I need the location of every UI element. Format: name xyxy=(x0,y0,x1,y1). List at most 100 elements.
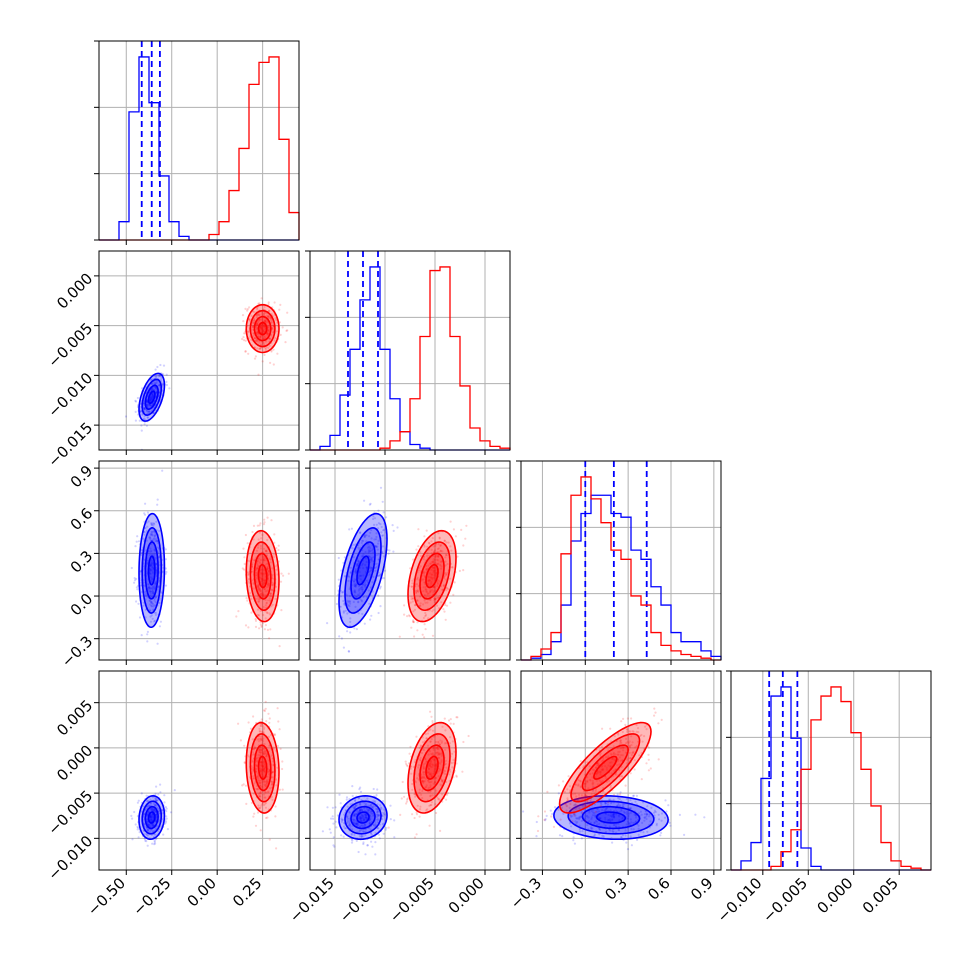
sample-point xyxy=(259,791,262,794)
sample-point xyxy=(348,823,351,826)
sample-point xyxy=(151,387,154,390)
sample-point xyxy=(570,825,573,828)
sample-point xyxy=(619,747,623,750)
sample-point xyxy=(564,802,567,805)
sample-point xyxy=(153,556,157,560)
sample-point xyxy=(599,773,602,776)
sample-point xyxy=(152,823,155,826)
sample-point xyxy=(264,790,267,794)
sample-point xyxy=(349,620,352,624)
sample-point xyxy=(427,564,430,567)
sample-point xyxy=(641,821,644,825)
sample-point xyxy=(149,397,152,400)
sample-point xyxy=(254,619,258,623)
sample-point xyxy=(159,601,162,604)
sample-point xyxy=(265,586,268,589)
sample-point xyxy=(155,562,158,565)
sample-point xyxy=(431,577,434,580)
sample-point xyxy=(694,813,697,816)
sample-point xyxy=(354,823,357,826)
sample-point xyxy=(272,348,275,351)
sample-point xyxy=(418,566,421,570)
sample-point xyxy=(366,579,369,582)
sample-point xyxy=(151,567,154,570)
sample-point xyxy=(443,610,446,613)
sample-point xyxy=(618,793,622,796)
sample-point xyxy=(365,803,368,806)
sample-point xyxy=(572,839,575,842)
sample-point xyxy=(359,790,363,793)
sample-point xyxy=(599,752,602,755)
sample-point xyxy=(152,802,155,805)
sample-point xyxy=(455,775,458,778)
sample-point xyxy=(169,811,173,814)
sample-point xyxy=(135,600,138,603)
sample-point xyxy=(263,581,266,585)
sample-point xyxy=(349,571,352,574)
sample-point xyxy=(262,752,265,755)
sample-point xyxy=(411,788,414,791)
sample-point xyxy=(253,745,256,748)
sample-point xyxy=(407,614,411,617)
sample-point xyxy=(573,804,576,807)
sample-point xyxy=(154,601,157,604)
sample-point xyxy=(422,616,425,620)
sample-point xyxy=(278,308,281,311)
contour-line-3 xyxy=(338,795,388,841)
sample-point xyxy=(613,816,616,819)
sample-point xyxy=(261,312,264,315)
y-tick-label: −0.005 xyxy=(44,319,96,371)
panel-3-3 xyxy=(731,670,931,870)
sample-point xyxy=(148,599,151,602)
sample-point xyxy=(382,511,385,514)
contour-line-0 xyxy=(356,811,370,824)
sample-point xyxy=(153,553,156,556)
sample-point xyxy=(156,498,159,501)
sample-point xyxy=(149,817,152,821)
sample-point xyxy=(342,825,346,828)
sample-point xyxy=(357,823,360,826)
sample-point xyxy=(360,809,363,812)
sample-point xyxy=(405,800,409,803)
sample-point xyxy=(426,552,429,555)
density-fill-2 xyxy=(145,385,159,410)
sample-point xyxy=(368,503,371,506)
sample-point xyxy=(262,559,265,562)
sample-point xyxy=(242,336,245,339)
sample-point xyxy=(436,796,439,799)
sample-point xyxy=(246,330,250,333)
sample-point xyxy=(382,800,385,803)
sample-point xyxy=(254,824,258,827)
sample-point xyxy=(359,817,363,820)
sample-point xyxy=(450,549,453,552)
sample-point xyxy=(465,524,468,527)
sample-point xyxy=(263,628,266,631)
sample-point xyxy=(364,816,367,819)
sample-point xyxy=(259,751,262,754)
sample-point xyxy=(165,817,168,820)
sample-point xyxy=(146,583,149,586)
sample-point xyxy=(363,581,366,584)
sample-point xyxy=(574,807,577,810)
sample-point xyxy=(359,816,362,819)
sample-point xyxy=(269,628,272,631)
sample-point xyxy=(264,594,267,597)
sample-point xyxy=(382,577,385,580)
sample-point xyxy=(620,809,623,812)
sample-point xyxy=(430,772,433,775)
sample-point xyxy=(434,767,437,771)
sample-point xyxy=(261,331,264,335)
sample-point xyxy=(352,818,355,821)
y-tick-label: 0.005 xyxy=(53,696,96,739)
sample-point xyxy=(354,569,357,573)
sample-point xyxy=(353,813,356,817)
sample-point xyxy=(579,786,583,789)
sample-point xyxy=(461,770,464,773)
sample-point xyxy=(247,754,250,757)
panel-0-0 xyxy=(99,40,299,240)
sample-point xyxy=(588,811,591,814)
sample-point xyxy=(617,750,620,754)
sample-point xyxy=(425,737,428,740)
sample-point xyxy=(645,762,648,765)
sample-point xyxy=(535,820,538,824)
